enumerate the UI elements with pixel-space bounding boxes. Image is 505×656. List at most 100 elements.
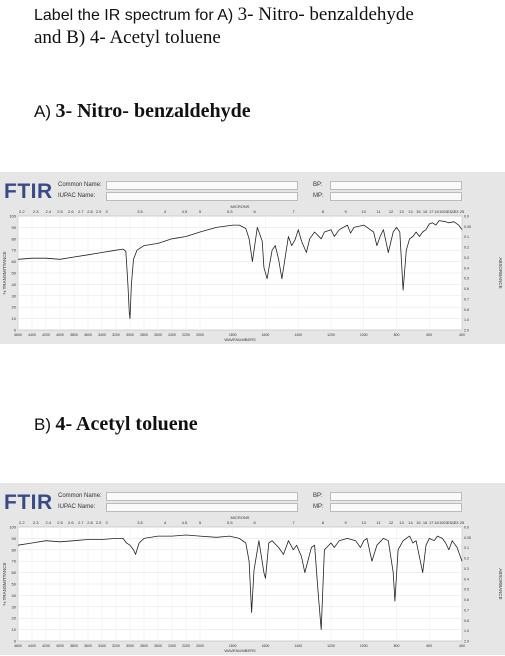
y-tick-label: 10 xyxy=(12,316,17,321)
micron-tick-label: 18 xyxy=(434,209,439,214)
y-tick-label: 60 xyxy=(12,570,17,575)
micron-tick-label: 18 xyxy=(434,520,439,525)
x-tick-label: 3600 xyxy=(84,644,92,648)
x-tick-label: 800 xyxy=(394,333,400,337)
absorbance-tick-label: 0.2 xyxy=(464,246,469,250)
x-tick-label: 4600 xyxy=(14,644,22,648)
x-axis-label: WAVENUMBERS xyxy=(224,337,256,342)
micron-tick-label: 2.8 xyxy=(87,209,93,214)
question-intro: Label the IR spectrum for xyxy=(34,7,214,24)
micron-tick-label: 2.4 xyxy=(46,520,52,525)
micron-tick-label: 17 xyxy=(429,209,434,214)
x-tick-label: 3000 xyxy=(126,333,134,337)
micron-tick-label: 21 xyxy=(447,209,452,214)
section-b-heading: B) 4- Acetyl toluene xyxy=(34,413,198,436)
micron-tick-label: 2.6 xyxy=(68,209,74,214)
micron-tick-label: 12 xyxy=(389,520,394,525)
micron-tick-label: 15 xyxy=(416,209,421,214)
absorbance-axis-label: ABSORBANCE xyxy=(498,568,503,599)
x-tick-label: 1600 xyxy=(262,333,270,337)
x-tick-label: 3000 xyxy=(126,644,134,648)
y-tick-label: 30 xyxy=(12,293,17,298)
question-line-2: and B) 4- Acetyl toluene xyxy=(34,27,221,48)
absorbance-tick-label: 0.4 xyxy=(464,577,469,581)
y-tick-label: 100 xyxy=(9,525,16,530)
x-tick-label: 3200 xyxy=(112,644,120,648)
micron-tick-label: 2.5 xyxy=(57,209,63,214)
micron-tick-label: 22 xyxy=(451,520,456,525)
mp-label: MP: xyxy=(313,193,324,199)
x-tick-label: 2800 xyxy=(140,333,148,337)
x-tick-label: 1000 xyxy=(360,644,368,648)
y-tick-label: 70 xyxy=(12,248,17,253)
micron-tick-label: 10 xyxy=(362,209,367,214)
micron-tick-label: 3.5 xyxy=(137,520,143,525)
micron-tick-label: 25 xyxy=(460,209,465,214)
mp-field xyxy=(330,503,462,512)
micron-tick-label: 7 xyxy=(292,209,295,214)
micron-tick-label: 19 xyxy=(439,209,444,214)
micron-tick-label: 22 xyxy=(451,209,456,214)
y-tick-label: 40 xyxy=(12,282,17,287)
micron-tick-label: 6 xyxy=(253,209,256,214)
x-tick-label: 4600 xyxy=(14,333,22,337)
x-tick-label: 2000 xyxy=(196,333,204,337)
section-b-compound: 4- Acetyl toluene xyxy=(55,413,198,435)
absorbance-tick-label: 0.05 xyxy=(464,225,471,229)
y-tick-label: 10 xyxy=(12,627,17,632)
y-tick-label: 0 xyxy=(14,328,17,333)
y-tick-label: 20 xyxy=(12,616,17,621)
x-tick-label: 2200 xyxy=(182,644,190,648)
absorbance-tick-label: 0.5 xyxy=(464,588,469,592)
micron-tick-label: 4 xyxy=(164,209,167,214)
y-tick-label: 30 xyxy=(12,604,17,609)
question-compound-a: 3- Nitro- benzaldehyde xyxy=(237,4,414,25)
bp-field xyxy=(330,181,462,190)
question-label-a: A) xyxy=(217,7,234,24)
micron-tick-label: 2.2 xyxy=(19,520,25,525)
absorbance-tick-label: 0.0 xyxy=(464,215,469,219)
ftir-logo: FTIR xyxy=(4,491,53,514)
micron-tick-label: 2.2 xyxy=(19,209,25,214)
micron-tick-label: 2.7 xyxy=(78,209,84,214)
iupac-name-label: IUPAC Name: xyxy=(58,504,96,510)
micron-tick-label: 12 xyxy=(389,209,394,214)
microns-label: MICRONS xyxy=(231,515,250,520)
micron-tick-label: 2.6 xyxy=(68,520,74,525)
x-tick-label: 4200 xyxy=(42,644,50,648)
absorbance-tick-label: 0.3 xyxy=(464,256,469,260)
micron-tick-label: 5.5 xyxy=(227,209,233,214)
mp-field xyxy=(330,192,462,201)
common-name-label: Common Name: xyxy=(58,182,102,188)
x-tick-label: 3800 xyxy=(70,644,78,648)
x-tick-label: 4000 xyxy=(56,333,64,337)
micron-tick-label: 2.4 xyxy=(46,209,52,214)
micron-tick-label: 2.3 xyxy=(33,520,39,525)
y-tick-label: 0 xyxy=(14,639,17,644)
x-tick-label: 2400 xyxy=(168,333,176,337)
absorbance-tick-label: 1.0 xyxy=(464,629,469,633)
x-tick-label: 3800 xyxy=(70,333,78,337)
mp-label: MP: xyxy=(313,504,324,510)
x-tick-label: 2000 xyxy=(196,644,204,648)
y-tick-label: 40 xyxy=(12,593,17,598)
x-tick-label: 1800 xyxy=(229,333,237,337)
x-tick-label: 1600 xyxy=(262,644,270,648)
micron-tick-label: 17 xyxy=(429,520,434,525)
micron-tick-label: 2.5 xyxy=(57,520,63,525)
micron-tick-label: 13 xyxy=(399,520,404,525)
absorbance-tick-label: 2.0 xyxy=(464,640,469,644)
section-a-compound: 3- Nitro- benzaldehyde xyxy=(55,100,251,122)
micron-tick-label: 4.5 xyxy=(182,520,188,525)
absorbance-tick-label: 0.1 xyxy=(464,546,469,550)
micron-tick-label: 3 xyxy=(106,520,109,525)
micron-tick-label: 11 xyxy=(377,209,382,214)
micron-tick-label: 9 xyxy=(344,520,347,525)
absorbance-tick-label: 0.3 xyxy=(464,567,469,571)
question-line-1: Label the IR spectrum for A) 3- Nitro- b… xyxy=(34,4,414,26)
micron-tick-label: 13 xyxy=(399,209,404,214)
iupac-name-label: IUPAC Name: xyxy=(58,193,96,199)
absorbance-tick-label: 0.0 xyxy=(464,526,469,530)
x-tick-label: 2800 xyxy=(140,644,148,648)
